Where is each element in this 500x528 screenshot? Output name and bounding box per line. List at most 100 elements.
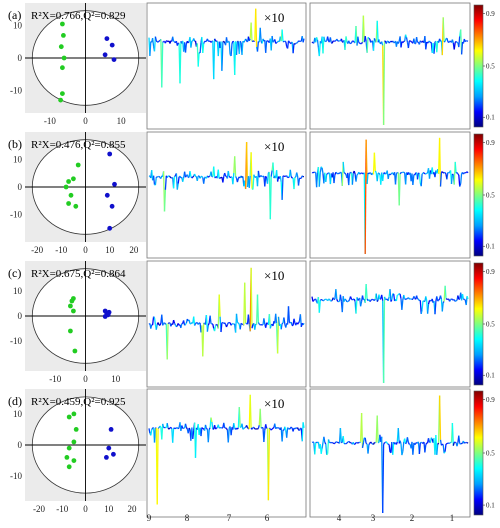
left-spectrum-segment <box>288 41 291 44</box>
left-spectrum-segment <box>199 42 202 54</box>
score-x-tick-label: 10 <box>105 245 115 255</box>
score-point <box>68 303 73 309</box>
left-spectrum-segment <box>185 427 188 430</box>
score-point <box>104 455 109 460</box>
right-spectrum-segment <box>427 300 431 305</box>
right-spectrum-segment <box>460 442 463 445</box>
right-spectrum-segment <box>400 41 403 48</box>
left-spectrum-segment <box>158 175 161 178</box>
right-spectrum-segment <box>327 172 329 175</box>
right-spectrum-segment <box>405 442 408 445</box>
left-spectrum-segment <box>257 322 260 325</box>
right-spectrum-segment <box>418 173 421 184</box>
left-spectrum-segment <box>148 428 151 434</box>
left-spectrum-segment <box>284 40 287 43</box>
right-spectrum-segment <box>421 300 424 310</box>
right-spectrum-segment <box>327 299 330 302</box>
score-y-tick-label: 0 <box>18 182 23 192</box>
score-point <box>102 314 108 319</box>
score-point <box>60 91 65 96</box>
left-spectrum-segment <box>172 319 176 324</box>
left-spectrum-segment <box>210 171 213 177</box>
left-spectrum-segment <box>302 422 305 429</box>
left-spectrum-segment <box>259 27 262 42</box>
left-spectrum-segment <box>260 175 263 178</box>
score-point <box>75 162 81 168</box>
right-spectrum-segment <box>318 299 321 313</box>
right-spectrum-segment <box>459 443 462 445</box>
left-spectrum-segment <box>287 306 291 323</box>
left-spectrum-segment <box>265 322 268 328</box>
right-spectrum-segment <box>390 172 393 175</box>
left-spectrum-segment <box>244 282 247 324</box>
left-spectrum-segment <box>241 423 244 430</box>
left-spectrum-segment <box>296 41 298 44</box>
score-y-tick-label: 10 <box>13 286 23 296</box>
left-spectrum-segment <box>155 40 158 43</box>
right-spectrum-segment <box>325 443 328 455</box>
left-spectrum-segment <box>226 322 229 325</box>
right-spectrum-segment <box>342 436 345 444</box>
left-spectrum-segment <box>272 40 275 43</box>
left-spectrum-segment <box>162 323 165 326</box>
right-spectrum-frame <box>309 2 471 130</box>
right-spectrum-segment <box>399 440 402 444</box>
left-spectrum-segment <box>301 175 304 178</box>
right-spectrum-segment <box>336 172 339 175</box>
score-plot-title: R²X=0.675,Q²=0.864 <box>31 268 126 280</box>
score-point <box>71 458 77 463</box>
right-spectrum-segment <box>401 300 404 310</box>
right-spectrum-segment <box>378 294 381 300</box>
score-x-tick-label: 10 <box>104 504 114 514</box>
left-spectrum-segment <box>247 314 250 325</box>
score-x-tick-label: -10 <box>56 504 68 514</box>
right-spectrum-segment <box>404 34 408 38</box>
right-spectrum-segment <box>350 171 352 174</box>
right-spectrum-segment <box>357 441 360 444</box>
left-spectrum-segment <box>213 325 217 332</box>
colorbar-tick-label: 0.1 <box>486 372 495 380</box>
score-point <box>69 298 75 304</box>
right-spectrum-segment <box>314 442 317 455</box>
left-spectrum-segment <box>237 322 240 325</box>
panel-label: (d) <box>8 394 22 408</box>
right-spectrum-segment <box>375 293 378 302</box>
right-spectrum-segment <box>397 293 400 296</box>
left-spectrum-segment <box>177 176 180 184</box>
left-spectrum-segment <box>202 322 205 357</box>
score-point <box>107 151 113 157</box>
right-spectrum-segment <box>413 38 416 44</box>
right-spectrum-segment <box>368 172 371 175</box>
right-spectrum-segment <box>336 38 339 42</box>
left-spectrum-segment <box>265 40 268 53</box>
right-spectrum-segment <box>351 298 353 301</box>
spectrum-x-tick-label: 9 <box>147 513 152 523</box>
right-spectrum-segment <box>367 36 370 39</box>
left-spectrum-segment <box>192 175 195 178</box>
colorbar-tick-label: 0.1 <box>486 502 495 510</box>
left-spectrum-segment <box>203 322 205 325</box>
left-spectrum-segment <box>225 37 229 43</box>
right-spectrum-segment <box>446 172 449 180</box>
left-spectrum-segment <box>199 176 202 179</box>
left-spectrum-segment <box>166 422 169 429</box>
right-spectrum-segment <box>450 298 452 301</box>
right-spectrum-segment <box>370 40 373 43</box>
left-spectrum-segment <box>251 324 254 329</box>
right-spectrum-segment <box>409 40 412 43</box>
right-spectrum-segment <box>329 37 332 43</box>
left-spectrum-segment <box>220 322 223 333</box>
right-spectrum-segment <box>366 37 369 53</box>
left-spectrum-segment <box>153 317 157 325</box>
right-spectrum-segment <box>312 171 315 174</box>
right-spectrum-segment <box>331 40 334 44</box>
right-spectrum-segment <box>368 37 371 40</box>
left-spectrum-segment <box>271 427 274 430</box>
right-spectrum-segment <box>392 442 395 455</box>
left-spectrum-segment <box>268 313 271 329</box>
left-spectrum-segment <box>234 156 237 177</box>
left-spectrum-segment <box>223 422 226 429</box>
right-spectrum-segment <box>413 296 416 299</box>
left-spectrum-segment <box>255 8 258 48</box>
right-spectrum-segment <box>456 41 459 44</box>
